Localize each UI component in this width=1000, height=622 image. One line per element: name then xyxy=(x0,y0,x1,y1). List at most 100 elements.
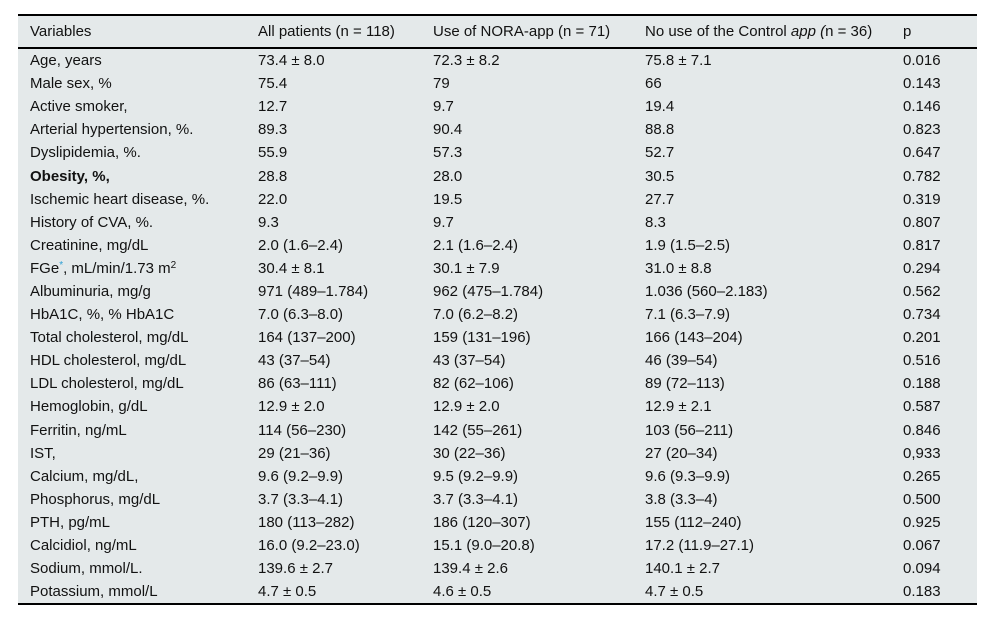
all-patients-cell: 55.9 xyxy=(258,144,288,162)
all-patients-cell: 89.3 xyxy=(258,121,288,139)
variable-cell: Potassium, mmol/L xyxy=(30,583,158,601)
table-row: HbA1C, %, % HbA1C 7.0 (6.3–8.0) 7.0 (6.2–8… xyxy=(18,303,977,326)
nora-app-cell: 19.5 xyxy=(433,190,463,208)
all-patients-cell: 9.6 (9.2–9.9) xyxy=(258,467,344,485)
nora-app-cell: 15.1 (9.0–20.8) xyxy=(433,537,535,555)
text-fragment: 2 xyxy=(170,259,177,271)
p-value-cell: 0.807 xyxy=(903,213,941,231)
nora-app-cell: 4.6 ± 0.5 xyxy=(433,583,492,601)
baseline-characteristics-table: Variables All patients (n = 118) Use of NO… xyxy=(18,14,977,606)
table-row: IST, 29 (21–36) 30 (22–36) 27 (20–34) 0,933 xyxy=(18,442,977,465)
all-patients-cell: 164 (137–200) xyxy=(258,329,356,347)
all-patients-cell: 16.0 (9.2–23.0) xyxy=(258,537,360,555)
nora-app-cell: 9.5 (9.2–9.9) xyxy=(433,467,519,485)
variable-cell: Calcidiol, ng/mL xyxy=(30,537,137,555)
p-value-cell: 0.734 xyxy=(903,306,941,324)
all-patients-cell: 43 (37–54) xyxy=(258,352,331,370)
control-app-cell: 27 (20–34) xyxy=(645,444,718,462)
all-patients-cell: 180 (113–282) xyxy=(258,513,355,531)
control-app-cell: 7.1 (6.3–7.9) xyxy=(645,306,731,324)
control-app-cell: 75.8 ± 7.1 xyxy=(645,52,712,70)
nora-app-cell: 962 (475–1.784) xyxy=(433,282,544,300)
all-patients-cell: 3.7 (3.3–4.1) xyxy=(258,490,344,508)
variable-cell: Ferritin, ng/mL xyxy=(30,421,127,439)
nora-app-cell: 28.0 xyxy=(433,167,463,185)
nora-app-cell: 43 (37–54) xyxy=(433,352,506,370)
table-row: Creatinine, mg/dL 2.0 (1.6–2.4) 2.1 (1.6–2… xyxy=(18,234,977,257)
control-app-cell: 31.0 ± 8.8 xyxy=(645,259,712,277)
control-app-cell: 17.2 (11.9–27.1) xyxy=(645,537,754,555)
all-patients-cell: 139.6 ± 2.7 xyxy=(258,560,333,578)
variable-cell: HDL cholesterol, mg/dL xyxy=(30,352,187,370)
p-value-cell: 0.516 xyxy=(903,352,941,370)
nora-app-cell: 72.3 ± 8.2 xyxy=(433,52,500,70)
p-value-cell: 0.319 xyxy=(903,190,941,208)
all-patients-cell: 29 (21–36) xyxy=(258,444,331,462)
table-row: Calcidiol, ng/mL 16.0 (9.2–23.0) 15.1 (9.0… xyxy=(18,534,977,557)
p-value-cell: 0.647 xyxy=(903,144,941,162)
nora-app-cell: 9.7 xyxy=(433,213,454,231)
variable-cell: HbA1C, %, % HbA1C xyxy=(30,306,175,324)
nora-app-cell: 139.4 ± 2.6 xyxy=(433,560,508,578)
table-row: Ferritin, ng/mL 114 (56–230) 142 (55–261) 1… xyxy=(18,419,977,442)
control-app-cell: 9.6 (9.3–9.9) xyxy=(645,467,731,485)
p-value-cell: 0.587 xyxy=(903,398,941,416)
p-value-cell: 0.925 xyxy=(903,513,941,531)
table-row: Sodium, mmol/L. 139.6 ± 2.7 139.4 ± 2.6 140… xyxy=(18,557,977,580)
p-value-cell: 0.067 xyxy=(903,537,941,555)
text-fragment: , mL/min/1.73 m xyxy=(63,259,171,277)
variable-cell: Obesity, %, xyxy=(18,164,258,187)
variable-cell: Male sex, % xyxy=(30,75,112,93)
nora-app-cell: 186 (120–307) xyxy=(433,513,531,531)
variable-cell: FGe*, mL/min/1.73 m2 xyxy=(18,257,258,280)
variable-cell: Calcium, mg/dL, xyxy=(30,467,139,485)
table-row: Obesity, %, 28.8 28.0 30.5 0.782 xyxy=(18,164,977,187)
text-fragment: app ( xyxy=(790,23,826,40)
nora-app-cell: 90.4 xyxy=(433,121,463,139)
variable-cell: Age, years xyxy=(30,52,102,70)
variable-cell: LDL cholesterol, mg/dL xyxy=(30,375,184,393)
variable-cell: Hemoglobin, g/dL xyxy=(30,398,148,416)
control-app-cell: 89 (72–113) xyxy=(645,375,725,393)
baseline-characteristics-table-wrap: Variables All patients (n = 118) Use of NO… xyxy=(18,14,977,606)
table-row: Male sex, % 75.4 79 66 0.143 xyxy=(18,72,977,95)
all-patients-cell: 7.0 (6.3–8.0) xyxy=(258,306,344,324)
text-fragment: n = 36) xyxy=(825,23,873,40)
all-patients-cell: 114 (56–230) xyxy=(258,421,347,439)
control-app-cell: 3.8 (3.3–4) xyxy=(645,490,718,508)
nora-app-cell: 57.3 xyxy=(433,144,463,162)
column-header-all-patients: All patients (n = 118) xyxy=(258,15,433,49)
p-value-cell: 0.846 xyxy=(903,421,941,439)
control-app-cell: 30.5 xyxy=(645,167,675,185)
variable-cell: History of CVA, %. xyxy=(30,213,154,231)
nora-app-cell: 142 (55–261) xyxy=(433,421,523,439)
control-app-cell: 12.9 ± 2.1 xyxy=(645,398,712,416)
table-row: Dyslipidemia, %. 55.9 57.3 52.7 0.647 xyxy=(18,141,977,164)
control-app-cell: 155 (112–240) xyxy=(645,513,742,531)
control-app-cell: 166 (143–204) xyxy=(645,329,743,347)
table-row: Total cholesterol, mg/dL 164 (137–200) 159… xyxy=(18,326,977,349)
all-patients-cell: 73.4 ± 8.0 xyxy=(258,52,325,70)
table-row: FGe*, mL/min/1.73 m2 30.4 ± 8.1 30.1 ± 7.9… xyxy=(18,257,977,280)
all-patients-cell: 28.8 xyxy=(258,167,288,185)
nora-app-cell: 9.7 xyxy=(433,98,454,116)
control-app-cell: 103 (56–211) xyxy=(645,421,734,439)
text-fragment: FGe xyxy=(30,259,60,277)
p-value-cell: 0.183 xyxy=(903,583,941,601)
variable-cell: Ischemic heart disease, %. xyxy=(30,190,210,208)
control-app-cell: 52.7 xyxy=(645,144,675,162)
table-row: Calcium, mg/dL, 9.6 (9.2–9.9) 9.5 (9.2–9.9… xyxy=(18,465,977,488)
nora-app-cell: 159 (131–196) xyxy=(433,329,531,347)
nora-app-cell: 30.1 ± 7.9 xyxy=(433,259,500,277)
table-row: PTH, pg/mL 180 (113–282) 186 (120–307) 155 … xyxy=(18,511,977,534)
p-value-cell: 0,933 xyxy=(903,444,941,462)
p-value-cell: 0.823 xyxy=(903,121,941,139)
column-header-variables: Variables xyxy=(18,15,258,49)
control-app-cell: 4.7 ± 0.5 xyxy=(645,583,704,601)
nora-app-cell: 2.1 (1.6–2.4) xyxy=(433,236,519,254)
table-row: Potassium, mmol/L 4.7 ± 0.5 4.6 ± 0.5 4.7 ±… xyxy=(18,580,977,604)
p-value-cell: 0.016 xyxy=(903,52,941,70)
all-patients-cell: 22.0 xyxy=(258,190,288,208)
variable-cell: IST, xyxy=(30,444,56,462)
